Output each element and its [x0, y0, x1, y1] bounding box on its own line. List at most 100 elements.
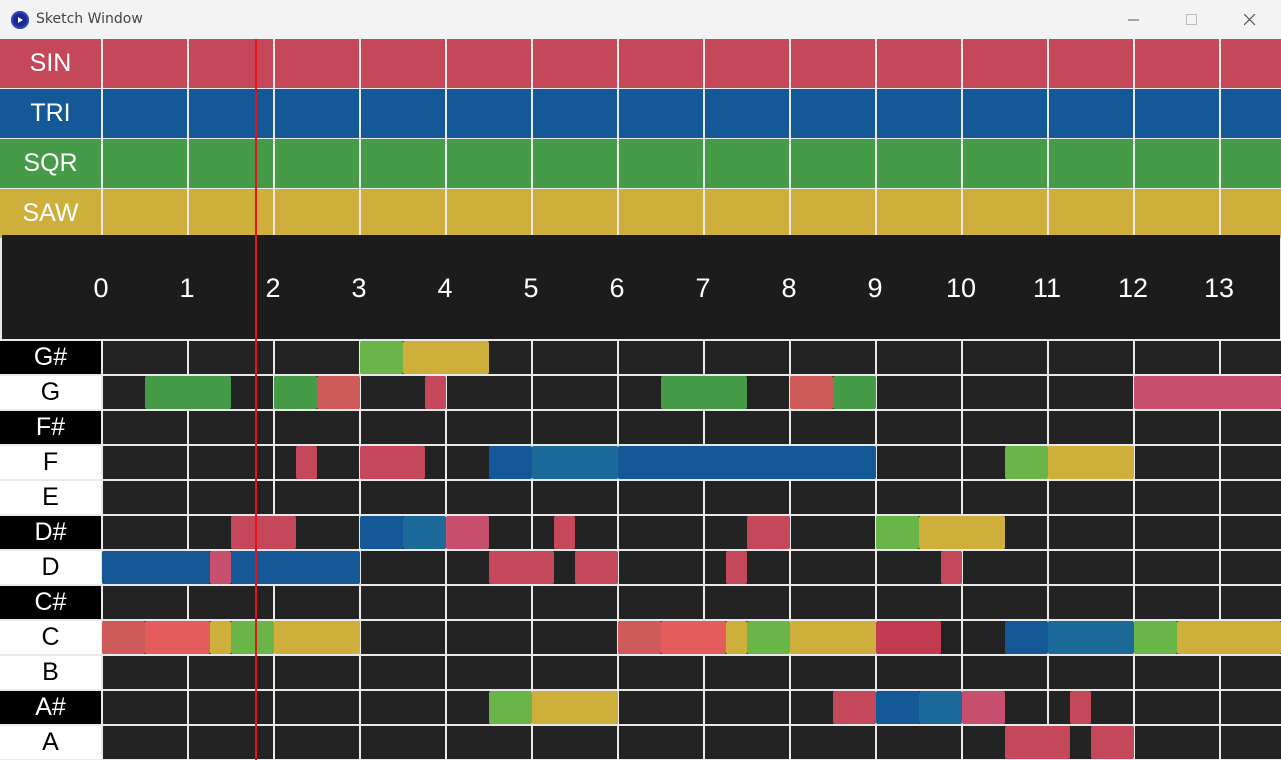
note-cell[interactable]	[533, 586, 617, 619]
note-cell[interactable]	[619, 516, 703, 549]
note-cell[interactable]	[103, 656, 187, 689]
waveform-cell[interactable]	[447, 139, 531, 188]
note-cell[interactable]	[791, 551, 875, 584]
note-cell[interactable]	[791, 726, 875, 759]
note-block[interactable]	[833, 691, 876, 724]
note-block[interactable]	[833, 376, 876, 409]
waveform-cell[interactable]	[533, 89, 617, 138]
note-cell[interactable]	[447, 586, 531, 619]
note-row-dsharp[interactable]: D#	[0, 516, 1281, 549]
close-button[interactable]	[1221, 0, 1279, 39]
note-cell[interactable]	[619, 551, 703, 584]
note-cell[interactable]	[1135, 446, 1219, 479]
note-block[interactable]	[747, 516, 790, 549]
waveform-cell[interactable]	[1221, 39, 1281, 88]
minimize-button[interactable]	[1105, 0, 1163, 39]
waveform-cell[interactable]	[1049, 39, 1133, 88]
waveform-cell[interactable]	[447, 89, 531, 138]
waveform-cell[interactable]	[963, 189, 1047, 238]
waveform-cell[interactable]	[1221, 189, 1281, 238]
waveform-cell[interactable]	[705, 189, 789, 238]
note-block[interactable]	[919, 691, 962, 724]
note-cell[interactable]	[705, 656, 789, 689]
note-cell[interactable]	[361, 481, 445, 514]
note-cell[interactable]	[189, 586, 273, 619]
note-cell[interactable]	[533, 481, 617, 514]
note-cell[interactable]	[1221, 726, 1281, 759]
note-cell[interactable]	[275, 481, 359, 514]
note-cell[interactable]	[791, 516, 875, 549]
note-cell[interactable]	[1135, 586, 1219, 619]
note-cell[interactable]	[533, 341, 617, 374]
waveform-row-sin[interactable]: SIN	[0, 39, 1281, 88]
waveform-cell[interactable]	[877, 39, 961, 88]
note-cell[interactable]	[189, 656, 273, 689]
note-cell[interactable]	[103, 691, 187, 724]
waveform-cell[interactable]	[189, 39, 273, 88]
note-block[interactable]	[1005, 726, 1070, 759]
note-block[interactable]	[403, 341, 489, 374]
note-cell[interactable]	[1135, 551, 1219, 584]
note-block[interactable]	[489, 691, 532, 724]
note-cell[interactable]	[1049, 586, 1133, 619]
note-block[interactable]	[790, 376, 833, 409]
note-block[interactable]	[747, 621, 790, 654]
waveform-cell[interactable]	[1135, 39, 1219, 88]
waveform-cell[interactable]	[963, 39, 1047, 88]
waveform-cell[interactable]	[705, 89, 789, 138]
note-cell[interactable]	[963, 586, 1047, 619]
waveform-cell[interactable]	[1049, 189, 1133, 238]
note-cell[interactable]	[705, 551, 789, 584]
note-cell[interactable]	[1221, 656, 1281, 689]
note-block[interactable]	[209, 551, 231, 584]
note-block[interactable]	[532, 691, 618, 724]
waveform-cell[interactable]	[1221, 139, 1281, 188]
note-row-b[interactable]: B	[0, 656, 1281, 689]
waveform-cell[interactable]	[103, 89, 187, 138]
note-block[interactable]	[940, 551, 962, 584]
note-cell[interactable]	[877, 411, 961, 444]
note-cell[interactable]	[447, 411, 531, 444]
note-cell[interactable]	[189, 446, 273, 479]
note-block[interactable]	[876, 621, 941, 654]
waveform-cell[interactable]	[1049, 89, 1133, 138]
note-block[interactable]	[1048, 446, 1134, 479]
note-cell[interactable]	[103, 481, 187, 514]
note-block[interactable]	[446, 516, 489, 549]
waveform-cell[interactable]	[1135, 189, 1219, 238]
note-cell[interactable]	[533, 656, 617, 689]
note-cell[interactable]	[533, 516, 617, 549]
note-block[interactable]	[618, 621, 661, 654]
waveform-cell[interactable]	[103, 39, 187, 88]
note-cell[interactable]	[791, 411, 875, 444]
note-row-fsharp[interactable]: F#	[0, 411, 1281, 444]
note-block[interactable]	[1005, 446, 1048, 479]
note-cell[interactable]	[619, 691, 703, 724]
note-cell[interactable]	[877, 446, 961, 479]
note-cell[interactable]	[1135, 726, 1219, 759]
waveform-cell[interactable]	[189, 89, 273, 138]
waveform-cell[interactable]	[533, 189, 617, 238]
note-block[interactable]	[102, 551, 210, 584]
note-cell[interactable]	[1049, 411, 1133, 444]
note-block[interactable]	[102, 621, 145, 654]
note-cell[interactable]	[1221, 691, 1281, 724]
waveform-cell[interactable]	[963, 139, 1047, 188]
waveform-label[interactable]: SQR	[0, 139, 101, 188]
note-cell[interactable]	[1135, 481, 1219, 514]
waveform-row-sqr[interactable]: SQR	[0, 139, 1281, 188]
note-cell[interactable]	[705, 586, 789, 619]
waveform-cell[interactable]	[275, 39, 359, 88]
note-cell[interactable]	[877, 341, 961, 374]
waveform-cell[interactable]	[361, 89, 445, 138]
waveform-cell[interactable]	[103, 139, 187, 188]
note-cell[interactable]	[705, 411, 789, 444]
note-block[interactable]	[1069, 691, 1091, 724]
note-cell[interactable]	[619, 411, 703, 444]
note-block[interactable]	[1091, 726, 1134, 759]
note-cell[interactable]	[705, 481, 789, 514]
note-cell[interactable]	[1135, 516, 1219, 549]
note-cell[interactable]	[1221, 481, 1281, 514]
note-cell[interactable]	[361, 551, 445, 584]
note-cell[interactable]	[1135, 341, 1219, 374]
